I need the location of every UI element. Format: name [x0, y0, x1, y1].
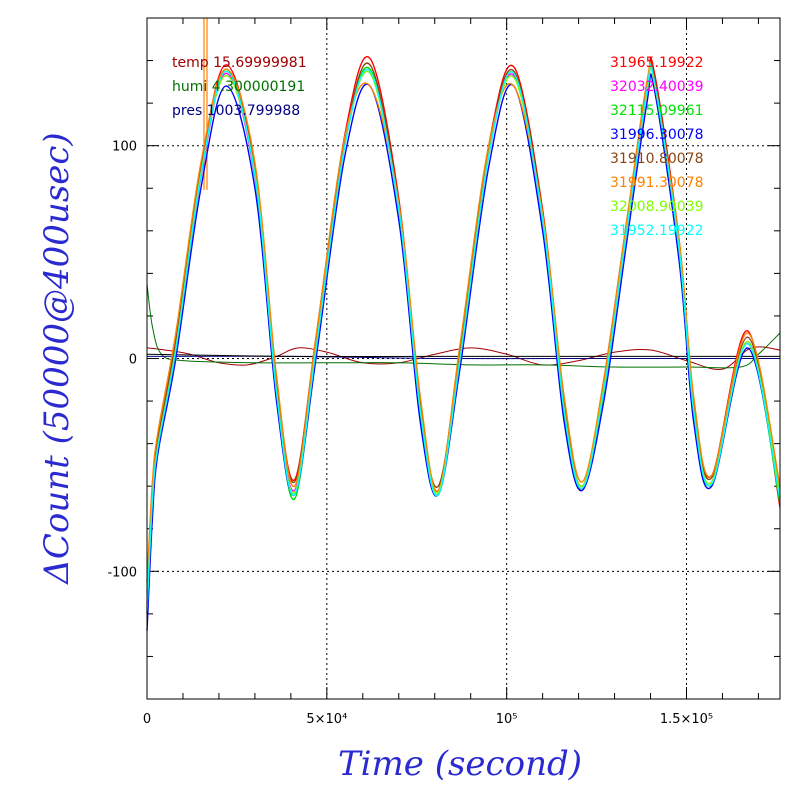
x-axis-title: Time (second)	[338, 744, 582, 784]
plot-frame	[146, 17, 781, 700]
env-series-line	[146, 283, 781, 369]
x-tick-label: 5×10⁴	[306, 712, 347, 727]
series-legend-item: 31965.19922	[610, 55, 704, 71]
legend-layer: temp 15.69999981 humi 4.300000191 pres 100…	[172, 55, 704, 239]
series-legend-item: 32008.90039	[610, 199, 704, 215]
env-series-line	[146, 353, 780, 358]
y-tick-label: 100	[112, 140, 137, 155]
env-legend-item: temp 15.69999981	[172, 55, 307, 71]
env-series-line	[146, 346, 781, 370]
series-legend-item: 31952.19922	[610, 223, 704, 239]
x-tick-label: 1.5×10⁵	[660, 712, 713, 727]
env-legend-item: pres 1003.799988	[172, 103, 300, 119]
ticks-layer: 0 5×10⁴ 10⁵ 1.5×10⁵ -100 0 100	[107, 17, 780, 727]
series-legend-item: 32115.09961	[610, 103, 704, 119]
series-legend-item: 32032.40039	[610, 79, 704, 95]
series-line	[146, 73, 781, 631]
y-tick-label: -100	[107, 565, 137, 580]
series-legend-item: 31910.80078	[610, 151, 704, 167]
x-tick-label: 0	[143, 712, 151, 727]
y-axis-title: ΔCount (50000@400usec)	[37, 132, 77, 585]
y-tick-label: 0	[129, 353, 137, 368]
x-tick-label: 10⁵	[496, 712, 518, 727]
env-legend-item: humi 4.300000191	[172, 79, 305, 95]
series-legend-item: 31996.30078	[610, 127, 704, 143]
series-layer	[146, 56, 781, 631]
series-line	[146, 63, 781, 612]
series-legend-item: 31991.30078	[610, 175, 704, 191]
